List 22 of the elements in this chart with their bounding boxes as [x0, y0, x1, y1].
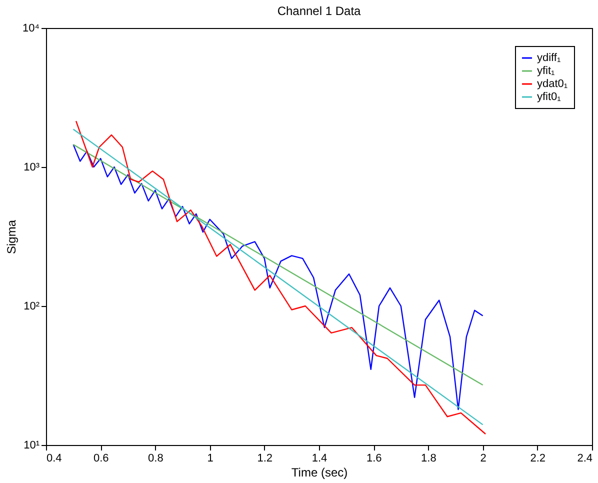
x-tick-label: 0.4 [46, 452, 62, 464]
legend-label: yfit0₁ [537, 91, 562, 103]
legend-label: ydiff₁ [537, 52, 561, 64]
x-tick-label: 0.8 [148, 452, 164, 464]
x-axis-title: Time (sec) [291, 466, 348, 480]
y-tick-label: 10² [24, 300, 40, 312]
y-tick-label: 10¹ [24, 440, 40, 452]
legend-label: yfit₁ [537, 65, 556, 77]
x-tick-label: 2 [480, 452, 486, 464]
legend-label: ydat0₁ [537, 78, 568, 90]
x-tick-label: 2.2 [530, 452, 546, 464]
y-tick-label: 10⁴ [22, 22, 40, 34]
x-tick-label: 1.6 [366, 452, 382, 464]
y-axis-title: Sigma [4, 220, 19, 254]
x-tick-label: 2.4 [577, 452, 592, 464]
x-tick-label: 1.8 [421, 452, 436, 464]
chart-title: Channel 1 Data [277, 4, 362, 18]
y-tick-label: 10³ [24, 162, 40, 174]
x-tick-label: 1.4 [312, 452, 328, 464]
x-tick-label: 1 [207, 452, 214, 464]
x-tick-label: 0.6 [93, 452, 109, 464]
x-tick-label: 1.2 [257, 452, 273, 464]
